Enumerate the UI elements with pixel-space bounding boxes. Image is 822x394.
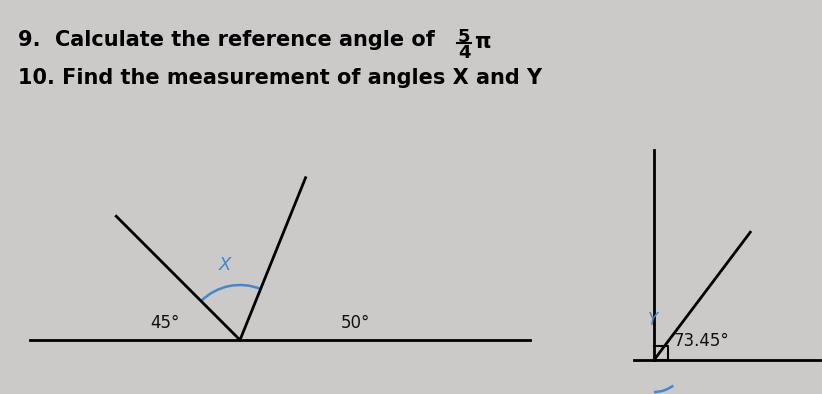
Text: 9.  Calculate the reference angle of: 9. Calculate the reference angle of (18, 30, 442, 50)
Text: 50°: 50° (340, 314, 370, 332)
Text: 10. Find the measurement of angles X and Y: 10. Find the measurement of angles X and… (18, 68, 543, 88)
Text: 45°: 45° (150, 314, 180, 332)
Text: 5: 5 (458, 28, 470, 46)
Text: X: X (219, 256, 231, 273)
Text: π: π (474, 32, 491, 52)
Text: Y: Y (649, 311, 658, 329)
Text: 4: 4 (458, 44, 470, 62)
Text: 73.45°: 73.45° (674, 332, 730, 350)
